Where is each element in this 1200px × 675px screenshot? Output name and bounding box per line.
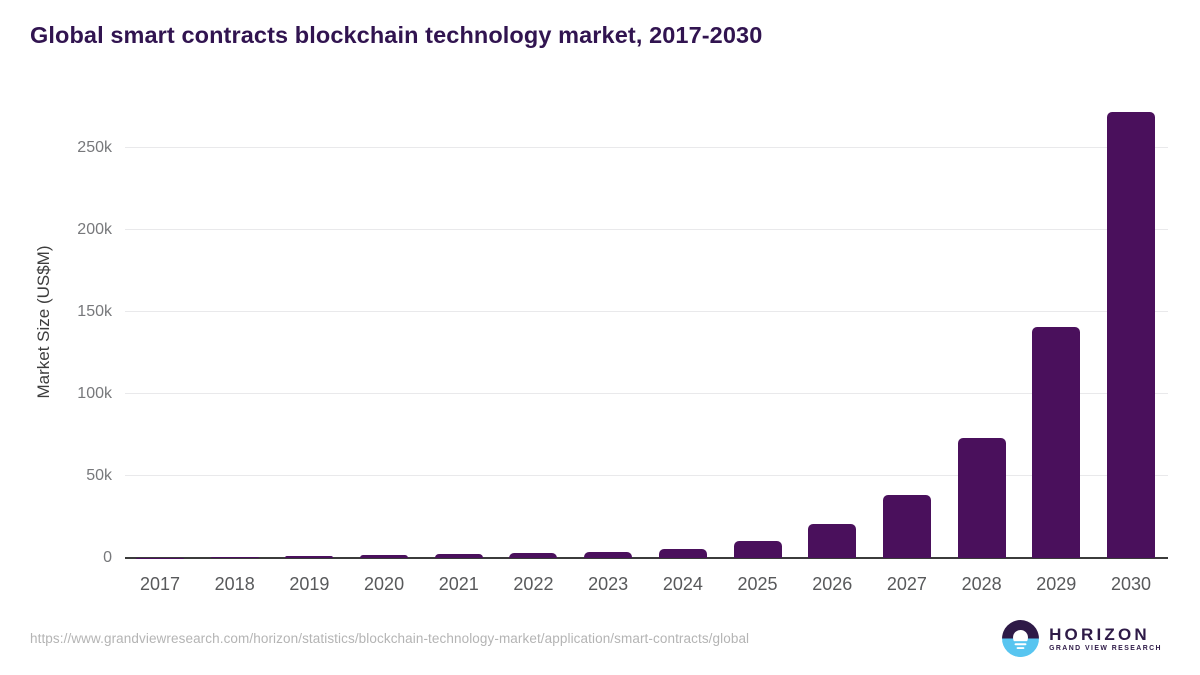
gridline — [125, 229, 1168, 230]
x-tick-label: 2026 — [812, 574, 853, 594]
gridline — [125, 393, 1168, 394]
bar-2020 — [360, 555, 409, 558]
gridline — [125, 311, 1168, 312]
x-tick-label: 2030 — [1110, 574, 1152, 594]
logo-subtitle: GRAND VIEW RESEARCH — [1049, 644, 1162, 652]
logo-name: HORIZON — [1049, 624, 1150, 644]
y-tick-label: 50k — [86, 467, 112, 484]
bar-2028 — [957, 438, 1006, 558]
bar-2029 — [1032, 327, 1081, 558]
y-tick-label: 250k — [77, 139, 112, 156]
x-tick-label: 2018 — [214, 574, 255, 594]
bar-2019 — [285, 555, 334, 558]
bar-2021 — [434, 554, 483, 558]
x-tick-label: 2019 — [289, 574, 330, 594]
x-tick-label: 2017 — [139, 574, 181, 594]
x-tick-label: 2022 — [513, 574, 554, 594]
bar-2018 — [210, 557, 259, 558]
gridline — [125, 475, 1168, 476]
bar-2026 — [808, 524, 857, 558]
x-tick-label: 2023 — [588, 574, 629, 594]
y-tick-label: 100k — [77, 385, 112, 402]
horizon-logo: HORIZON GRAND VIEW RESEARCH — [1000, 618, 1162, 659]
x-tick-label: 2024 — [662, 574, 703, 594]
source-url: https://www.grandviewresearch.com/horizo… — [30, 631, 750, 646]
bar-2023 — [584, 551, 633, 558]
x-axis-line — [125, 557, 1168, 559]
y-tick-label: 200k — [77, 221, 112, 238]
x-tick-label: 2021 — [438, 574, 479, 594]
logo-text: HORIZON GRAND VIEW RESEARCH — [1049, 625, 1162, 653]
gridline — [125, 147, 1168, 148]
bar-2022 — [509, 552, 558, 558]
bar-2024 — [658, 548, 707, 558]
bar-2027 — [882, 494, 931, 558]
y-tick-label: 0 — [103, 549, 112, 566]
y-tick-label: 150k — [77, 303, 112, 320]
x-tick-label: 2029 — [1036, 574, 1077, 594]
bar-2025 — [733, 540, 782, 558]
x-tick-label: 2027 — [886, 574, 927, 594]
chart-title: Global smart contracts blockchain techno… — [30, 22, 763, 48]
plot-area — [125, 100, 1168, 559]
horizon-sunset-icon — [1002, 620, 1040, 657]
x-tick-label: 2020 — [364, 574, 405, 594]
bar-2030 — [1107, 112, 1155, 558]
x-tick-label: 2025 — [737, 574, 778, 594]
x-tick-label: 2028 — [961, 574, 1002, 594]
